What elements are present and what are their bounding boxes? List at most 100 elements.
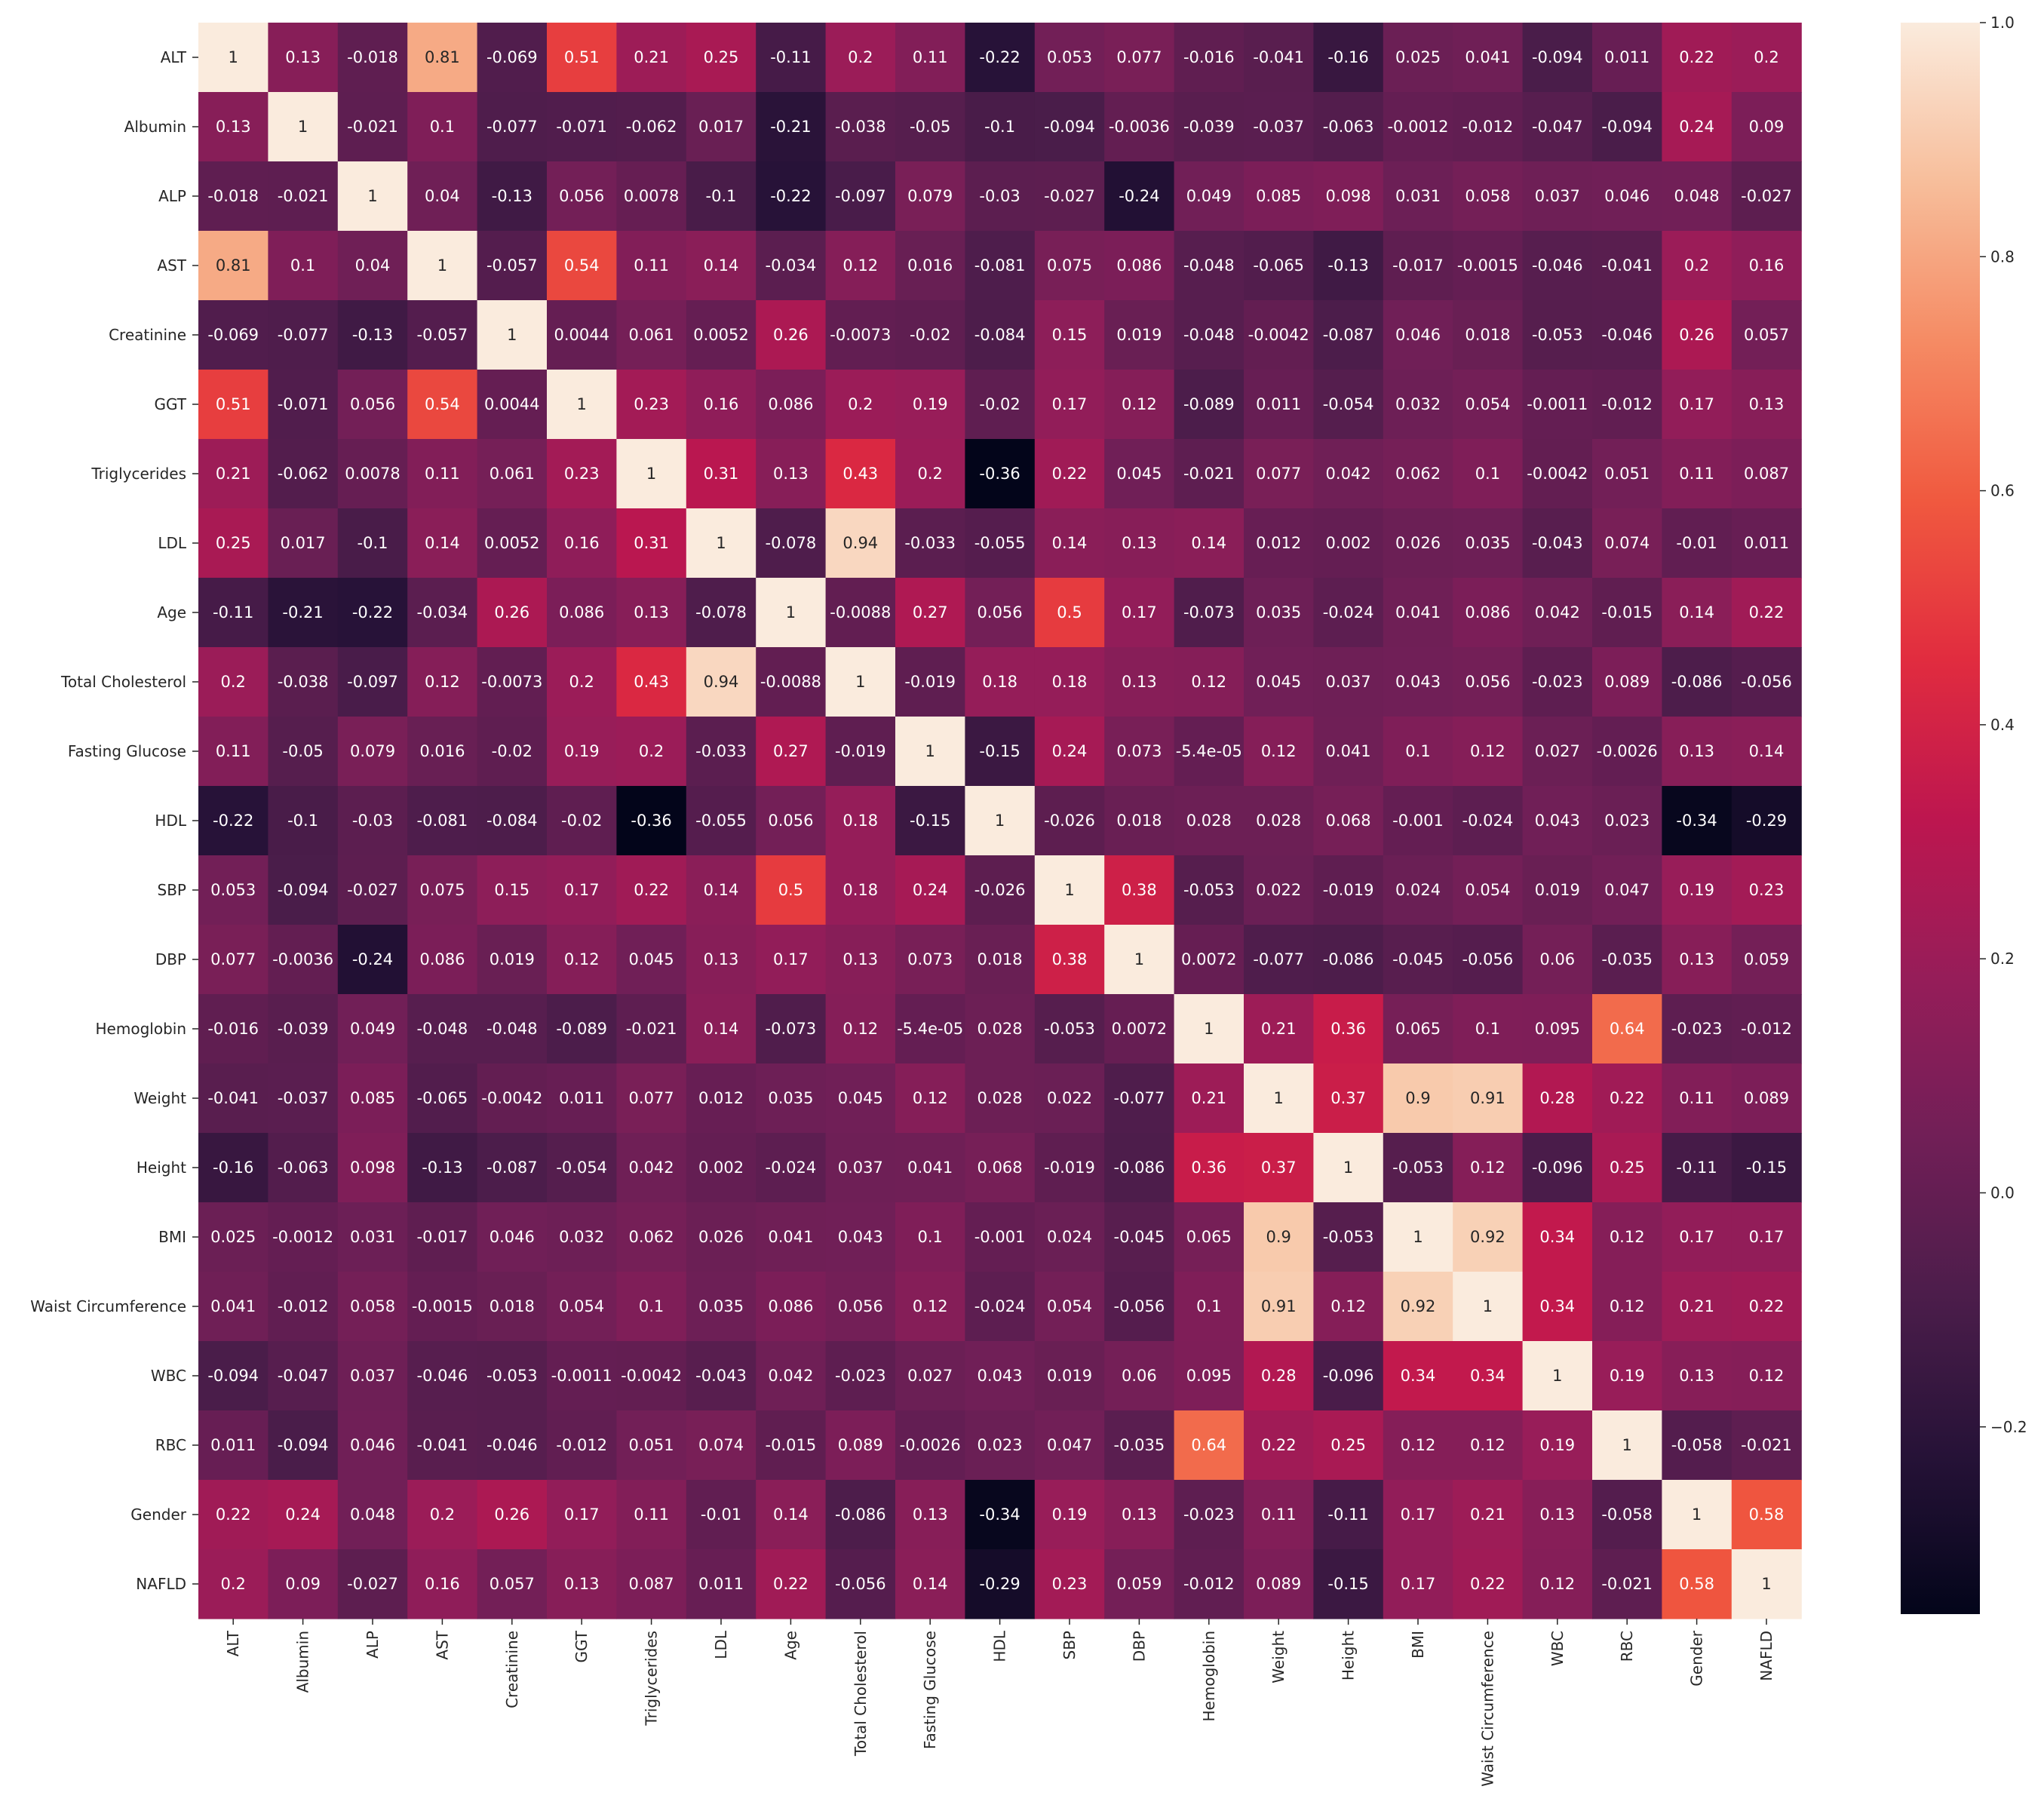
cell-value-label: -0.063: [1323, 118, 1374, 136]
heatmap-cell-albumin-bmi: [1383, 92, 1453, 162]
heatmap-cell-hdl-wbc: [1522, 786, 1593, 856]
cell-value-label: -0.062: [278, 465, 329, 483]
cell-value-label: 0.13: [1679, 742, 1714, 760]
heatmap-cell-bmi-sbp: [1034, 1202, 1105, 1272]
heatmap-cell-albumin-waist-circumference: [1453, 92, 1524, 162]
heatmap-cell-nafld-rbc: [1592, 1549, 1662, 1619]
cell-value-label: 0.18: [842, 812, 878, 830]
heatmap-cell-ldl-waist-circumference: [1453, 508, 1524, 579]
heatmap-cell-height-ast: [407, 1133, 478, 1203]
cell-value-label: 0.042: [768, 1367, 813, 1385]
cell-value-label: 0.028: [977, 1020, 1023, 1038]
heatmap-cell-nafld-fasting-glucose: [895, 1549, 965, 1619]
heatmap-cell-triglycerides-albumin: [268, 439, 339, 509]
cell-value-label: 0.17: [1052, 395, 1088, 413]
heatmap-cell-weight-alp: [337, 1063, 408, 1134]
heatmap-cell-alt-rbc: [1592, 23, 1662, 93]
heatmap-cell-ggt-albumin: [268, 370, 339, 440]
heatmap-cell-ggt-alt: [198, 370, 269, 440]
cell-value-label: -0.037: [1253, 118, 1304, 136]
heatmap-cell-wbc-fasting-glucose: [895, 1341, 965, 1411]
heatmap-cell-creatinine-hemoglobin: [1174, 300, 1245, 370]
cell-value-label: 0.12: [1401, 1436, 1436, 1454]
cell-value-label: 0.035: [768, 1089, 813, 1107]
cell-value-label: 0.042: [1535, 603, 1580, 622]
cell-value-label: 0.046: [350, 1436, 395, 1454]
heatmap-cell-age-height: [1313, 578, 1384, 648]
heatmap-cell-ggt-ldl: [686, 370, 757, 440]
cell-value-label: 1: [1413, 1228, 1423, 1246]
cell-value-label: 0.43: [842, 465, 878, 483]
heatmap-cell-rbc-sbp: [1034, 1410, 1105, 1481]
heatmap-cell-triglycerides-nafld: [1731, 439, 1802, 509]
cell-value-label: 0.054: [1465, 881, 1510, 899]
heatmap-cell-triglycerides-triglycerides: [616, 439, 687, 509]
heatmap-cell-triglycerides-alp: [337, 439, 408, 509]
cell-value-label: -0.13: [492, 187, 532, 205]
heatmap-cell-height-waist-circumference: [1453, 1133, 1524, 1203]
heatmap-cell-sbp-total-cholesterol: [825, 855, 896, 925]
cell-value-label: -0.094: [207, 1367, 259, 1385]
heatmap-cell-ast-fasting-glucose: [895, 231, 965, 301]
heatmap-cell-creatinine-total-cholesterol: [825, 300, 896, 370]
cell-value-label: 0.17: [1401, 1575, 1436, 1593]
heatmap-cell-rbc-albumin: [268, 1410, 339, 1481]
x-tick-label-age: Age: [781, 1631, 799, 1660]
cell-value-label: 0.22: [216, 1505, 251, 1524]
cell-value-label: -0.0012: [1387, 118, 1448, 136]
cell-value-label: 0.23: [564, 465, 600, 483]
cell-value-label: 0.0052: [693, 326, 748, 344]
heatmap-cell-albumin-fasting-glucose: [895, 92, 965, 162]
heatmap-cell-wbc-hdl: [965, 1341, 1036, 1411]
heatmap-cell-waist-circumference-waist-circumference: [1453, 1272, 1524, 1342]
y-tick-label-albumin: Albumin: [124, 118, 186, 136]
cell-value-label: 0.19: [564, 742, 600, 760]
heatmap-cell-fasting-glucose-age: [756, 717, 827, 787]
heatmap-cell-creatinine-hdl: [965, 300, 1036, 370]
cell-value-label: 0.046: [1395, 326, 1441, 344]
cell-value-label: 0.14: [425, 534, 460, 552]
heatmap-cell-weight-fasting-glucose: [895, 1063, 965, 1134]
colorbar-tick-label: 0.8: [1990, 247, 2015, 265]
cell-value-label: 0.15: [494, 881, 529, 899]
heatmap-cell-gender-hdl: [965, 1480, 1036, 1550]
cell-value-label: 0.028: [1186, 812, 1232, 830]
cell-value-label: -0.033: [904, 534, 956, 552]
cell-value-label: 0.089: [1604, 673, 1650, 691]
heatmap-cell-gender-height: [1313, 1480, 1384, 1550]
heatmap-cell-waist-circumference-rbc: [1592, 1272, 1662, 1342]
heatmap-cell-height-hdl: [965, 1133, 1036, 1203]
cell-value-label: -0.089: [556, 1020, 607, 1038]
cell-value-label: 0.041: [1465, 48, 1510, 66]
heatmap-cell-age-rbc: [1592, 578, 1662, 648]
heatmap-cell-hemoglobin-bmi: [1383, 994, 1453, 1064]
cell-value-label: 0.045: [1256, 673, 1301, 691]
cell-value-label: 0.38: [1122, 881, 1157, 899]
heatmap-cell-sbp-wbc: [1522, 855, 1593, 925]
cell-value-label: -0.1: [358, 534, 388, 552]
heatmap-cell-dbp-sbp: [1034, 925, 1105, 995]
heatmap-cell-height-age: [756, 1133, 827, 1203]
cell-value-label: -0.054: [556, 1159, 607, 1177]
x-tick-label-sbp: SBP: [1060, 1631, 1079, 1659]
cell-value-label: 0.056: [1465, 673, 1510, 691]
heatmap-cell-ldl-rbc: [1592, 508, 1662, 579]
heatmap-cell-dbp-triglycerides: [616, 925, 687, 995]
cell-value-label: 0.062: [629, 1228, 674, 1246]
cell-value-label: 0.031: [350, 1228, 395, 1246]
cell-value-label: -0.11: [213, 603, 253, 622]
heatmap-cell-bmi-creatinine: [477, 1202, 548, 1272]
heatmap-cell-ldl-age: [756, 508, 827, 579]
cell-value-label: -0.0011: [551, 1367, 612, 1385]
cell-value-label: -5.4e-05: [897, 1020, 963, 1038]
heatmap-cell-dbp-fasting-glucose: [895, 925, 965, 995]
heatmap-cell-gender-hemoglobin: [1174, 1480, 1245, 1550]
cell-value-label: 1: [995, 812, 1005, 830]
heatmap-cell-rbc-alp: [337, 1410, 408, 1481]
heatmap-cell-ast-hemoglobin: [1174, 231, 1245, 301]
cell-value-label: 1: [855, 673, 865, 691]
cell-value-label: -0.087: [1323, 326, 1374, 344]
cell-value-label: 0.27: [913, 603, 948, 622]
cell-value-label: -0.096: [1323, 1367, 1374, 1385]
heatmap-cell-waist-circumference-weight: [1244, 1272, 1314, 1342]
